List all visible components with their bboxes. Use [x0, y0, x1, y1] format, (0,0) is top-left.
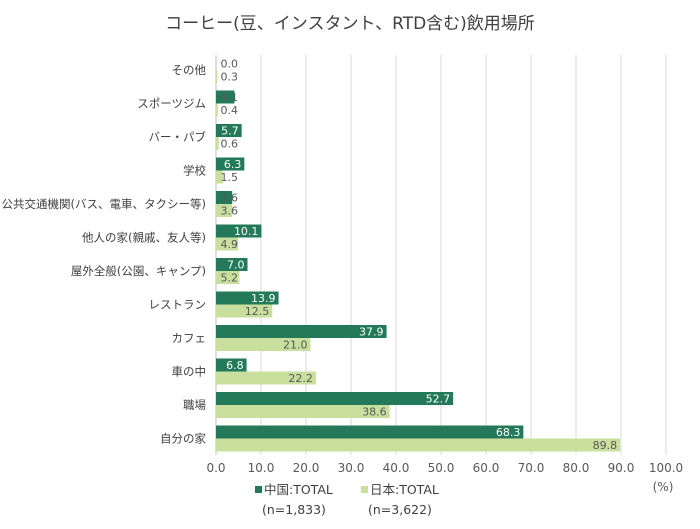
chart-title: コーヒー(豆、インスタント、RTD含む)飲用場所: [165, 14, 535, 34]
legend-swatch-china: [255, 486, 262, 493]
category-label: バー・パブ: [149, 130, 207, 144]
x-tick-label: 50.0: [428, 461, 455, 475]
bar: [216, 170, 223, 184]
data-label: 21.0: [283, 339, 308, 352]
bar: [216, 157, 245, 171]
category-label: 職場: [183, 398, 206, 412]
data-label: 22.2: [288, 372, 313, 385]
data-label: 7.0: [227, 259, 245, 272]
data-label: 37.9: [359, 326, 384, 339]
data-label: 6.8: [226, 359, 244, 372]
category-label: 他人の家(親戚、友人等): [82, 231, 206, 245]
bar: [216, 371, 316, 385]
data-label: 6.3: [224, 158, 242, 171]
data-label: 10.1: [234, 225, 259, 238]
data-label: 0.0: [221, 58, 239, 71]
category-label: 屋外全般(公園、キャンプ): [71, 264, 206, 278]
data-label: 3.6: [221, 192, 239, 205]
data-label: 0.3: [221, 71, 239, 84]
category-label: カフェ: [172, 331, 207, 345]
bar: [216, 271, 240, 284]
gridlines: [215, 55, 667, 455]
bar: [216, 204, 233, 217]
bar: [216, 137, 219, 150]
bar: [216, 338, 311, 351]
data-label: 89.8: [593, 439, 618, 452]
data-label: 4.9: [221, 238, 239, 251]
bar: [216, 224, 262, 238]
bar: [216, 70, 218, 83]
bar: [216, 258, 248, 271]
x-tick-label: 70.0: [518, 461, 545, 475]
data-label: 13.9: [251, 292, 276, 305]
data-label: 1.5: [221, 171, 239, 184]
data-label: 4.1: [221, 91, 239, 104]
x-tick-label: 40.0: [383, 461, 410, 475]
legend-sample-japan: (n=3,622): [368, 502, 432, 517]
data-label: 5.2: [221, 272, 239, 285]
data-label: 0.6: [221, 138, 239, 151]
x-tick-labels: 0.0 10.0 20.0 30.0 40.0 50.0 60.0 70.0 80.0 90.0 1…: [206, 461, 683, 475]
legend: 中国:TOTAL (n=1,833) 日本:TOTAL (n=3,622): [255, 482, 439, 517]
legend-label-japan: 日本:TOTAL: [370, 482, 439, 497]
data-label: 5.7: [221, 125, 239, 138]
x-tick-label: 90.0: [608, 461, 635, 475]
category-label: 自分の家: [160, 432, 206, 446]
bar: [216, 425, 524, 439]
bar: [216, 191, 233, 204]
bar: [216, 237, 239, 251]
category-label: 車の中: [172, 365, 207, 379]
data-label: 38.6: [362, 406, 387, 419]
legend-label-china: 中国:TOTAL: [264, 482, 333, 497]
bar: [216, 124, 242, 137]
x-tick-label: 60.0: [473, 461, 500, 475]
bar: [216, 304, 273, 318]
data-label: 3.6: [221, 205, 239, 218]
category-label: レストラン: [149, 298, 207, 312]
legend-swatch-japan: [361, 486, 368, 493]
data-label: 12.5: [245, 305, 270, 318]
bar: [216, 438, 621, 452]
category-label: その他: [172, 63, 207, 77]
unit-label: (%): [653, 480, 674, 494]
bars: 0.00.3 4.10.4 5.70.6 6.31.5 3.63.6 10.14.9 7.0…: [216, 58, 621, 452]
x-tick-label: 10.0: [248, 461, 275, 475]
legend-sample-china: (n=1,833): [262, 502, 326, 517]
x-tick-label: 30.0: [338, 461, 365, 475]
category-label: 学校: [183, 164, 206, 178]
data-label: 52.7: [426, 393, 451, 406]
x-tick-label: 20.0: [293, 461, 320, 475]
bar: [216, 325, 387, 338]
bar: [216, 291, 279, 305]
x-tick-label: 0.0: [206, 461, 225, 475]
x-tick-label: 80.0: [563, 461, 590, 475]
x-tick-label: 100.0: [649, 461, 683, 475]
bar: [216, 392, 454, 405]
bar: [216, 103, 218, 117]
data-label: 0.4: [221, 104, 239, 117]
category-label: 公共交通機関(バス、電車、タクシー等): [2, 197, 206, 211]
bar: [216, 405, 390, 418]
category-label: スポーツジム: [137, 97, 206, 111]
data-label: 68.3: [496, 426, 521, 439]
bar: [216, 358, 247, 372]
bar: [216, 90, 235, 104]
